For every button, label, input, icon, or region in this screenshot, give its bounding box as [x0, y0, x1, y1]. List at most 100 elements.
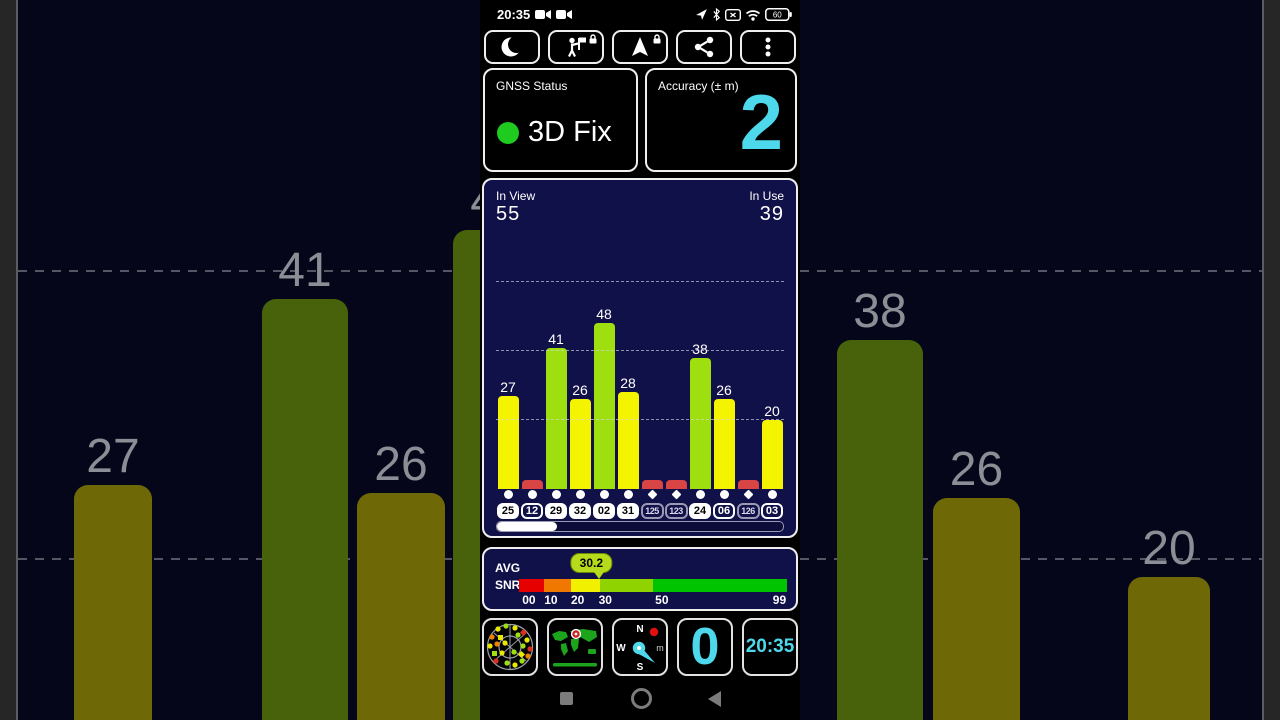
snr-segment: [570, 579, 601, 592]
snr-bar: [689, 358, 711, 489]
snr-column-06: 26: [712, 382, 736, 489]
worldmap-icon: [552, 628, 597, 667]
bottom-tiles: N W S m 0 20:35: [480, 618, 800, 676]
avg-snr-bubble-tail: [594, 572, 605, 579]
back-triangle-icon[interactable]: [708, 691, 721, 707]
in-view-label: In View: [496, 189, 536, 203]
gps-circle-marker: [575, 489, 585, 499]
background-right-strip: [1262, 0, 1280, 720]
gps-circle-marker: [623, 489, 633, 499]
snr-value-label: 26: [572, 382, 588, 398]
gps-circle-marker: [767, 489, 777, 499]
snr-value-label: 26: [716, 382, 732, 398]
snr-segment: [600, 579, 653, 592]
background-bar: [933, 498, 1020, 720]
gps-circle-marker: [599, 489, 609, 499]
satellite-id-badge: 32: [569, 502, 591, 519]
background-bar-label: 26: [949, 443, 1004, 496]
gps-circle-marker: [527, 489, 537, 499]
snr-label: SNR: [495, 578, 521, 592]
gps-circle-marker: [719, 489, 729, 499]
gnss-status-panel[interactable]: GNSS Status 3D Fix: [483, 68, 638, 172]
snr-segment: [543, 579, 571, 592]
accuracy-label: Accuracy (± m): [658, 79, 739, 93]
menu-button[interactable]: [740, 30, 796, 64]
in-use-value: 39: [759, 203, 784, 225]
background-left-strip: [0, 0, 18, 720]
compass-n-label: N: [636, 624, 643, 635]
status-time: 20:35: [497, 7, 531, 22]
waypoints-button[interactable]: [548, 30, 604, 64]
sbas-diamond-marker: [743, 489, 753, 499]
background-bar-label: 38: [853, 285, 907, 338]
satellite-id-badge: 29: [545, 502, 567, 519]
snr-segment: [652, 579, 787, 592]
snr-tick-30: 30: [598, 593, 612, 607]
snr-bar: [665, 480, 687, 489]
snr-column-125: [640, 480, 664, 489]
fix-status-value: 3D Fix: [528, 116, 612, 148]
toolbar: [480, 30, 800, 66]
map-tile[interactable]: [547, 618, 603, 676]
snr-value-label: 20: [764, 403, 780, 419]
phone-screen: 20:35 60: [480, 0, 800, 720]
satellite-id-badge: 125: [640, 502, 664, 519]
satellite-id-row: 25 12 29 32 02 31 125 123 24 06 126 03: [496, 502, 784, 519]
nav-arrow-icon: [632, 37, 648, 56]
share-icon: [694, 36, 714, 58]
compass-m-label: m: [656, 643, 664, 653]
clock-tile[interactable]: 20:35: [742, 618, 798, 676]
snr-value-label: 41: [548, 331, 564, 347]
svg-text:60: 60: [773, 11, 782, 20]
fix-status-dot: [497, 121, 519, 144]
compass-icon: N W S m: [616, 624, 664, 673]
lock-icon: [589, 34, 597, 44]
snr-tick-99: 99: [772, 593, 787, 607]
snr-column-31: 28: [616, 375, 640, 489]
satellite-id-badge: 31: [617, 502, 639, 519]
satellite-id-badge: 03: [761, 502, 783, 519]
sbas-diamond-marker: [647, 489, 657, 499]
home-circle-icon[interactable]: [631, 688, 652, 709]
clock-value: 20:35: [745, 636, 795, 657]
skyplot-icon: [486, 623, 534, 671]
background-bar: [837, 340, 923, 720]
snr-value-label: 28: [620, 375, 636, 391]
gridline-snr-20: [496, 419, 784, 420]
wifi-icon: [745, 9, 761, 21]
background-bar-label: 41: [278, 244, 332, 297]
compass-tile[interactable]: N W S m: [612, 618, 668, 676]
snr-bar: [617, 392, 639, 489]
screen-record-icon: [535, 10, 551, 19]
chart-scrollbar-thumb[interactable]: [497, 522, 558, 531]
satellite-id-badge: 02: [593, 502, 615, 519]
gps-circle-marker: [695, 489, 705, 499]
satellite-id-badge: 06: [713, 502, 735, 519]
in-view-value: 55: [496, 203, 521, 225]
accuracy-panel[interactable]: Accuracy (± m) 2: [645, 68, 797, 172]
snr-bar: [521, 480, 543, 489]
compass-s-label: S: [637, 662, 644, 673]
snr-gradient-bar: 30.2: [519, 553, 787, 592]
gridline-snr-60: [496, 281, 784, 282]
snr-value-label: 27: [500, 379, 516, 395]
snr-chart-panel[interactable]: In View 55 In Use 39 27 41 26 48 28 38 26 20 25…: [482, 178, 798, 538]
background-bar-label: 27: [86, 430, 140, 483]
snr-bar: [569, 399, 591, 489]
constellation-markers: [496, 488, 784, 500]
background-bar: [357, 493, 445, 720]
avg-snr-panel[interactable]: AVG SNR 30.2 00 10 20 30 50 99: [482, 547, 798, 611]
snr-tick-00: 00: [522, 593, 536, 607]
speed-tile[interactable]: 0: [677, 618, 733, 676]
chart-scrollbar[interactable]: [496, 521, 784, 532]
share-button[interactable]: [676, 30, 732, 64]
skyview-tile[interactable]: [482, 618, 538, 676]
recents-square-icon[interactable]: [560, 692, 573, 705]
snr-value-label: 48: [596, 306, 612, 322]
snr-column-123: [664, 480, 688, 489]
satellite-id-badge: 123: [664, 502, 688, 519]
speed-value: 0: [690, 618, 720, 676]
navigation-button[interactable]: [612, 30, 668, 64]
night-mode-button[interactable]: [484, 30, 540, 64]
bluetooth-icon: [713, 8, 721, 21]
